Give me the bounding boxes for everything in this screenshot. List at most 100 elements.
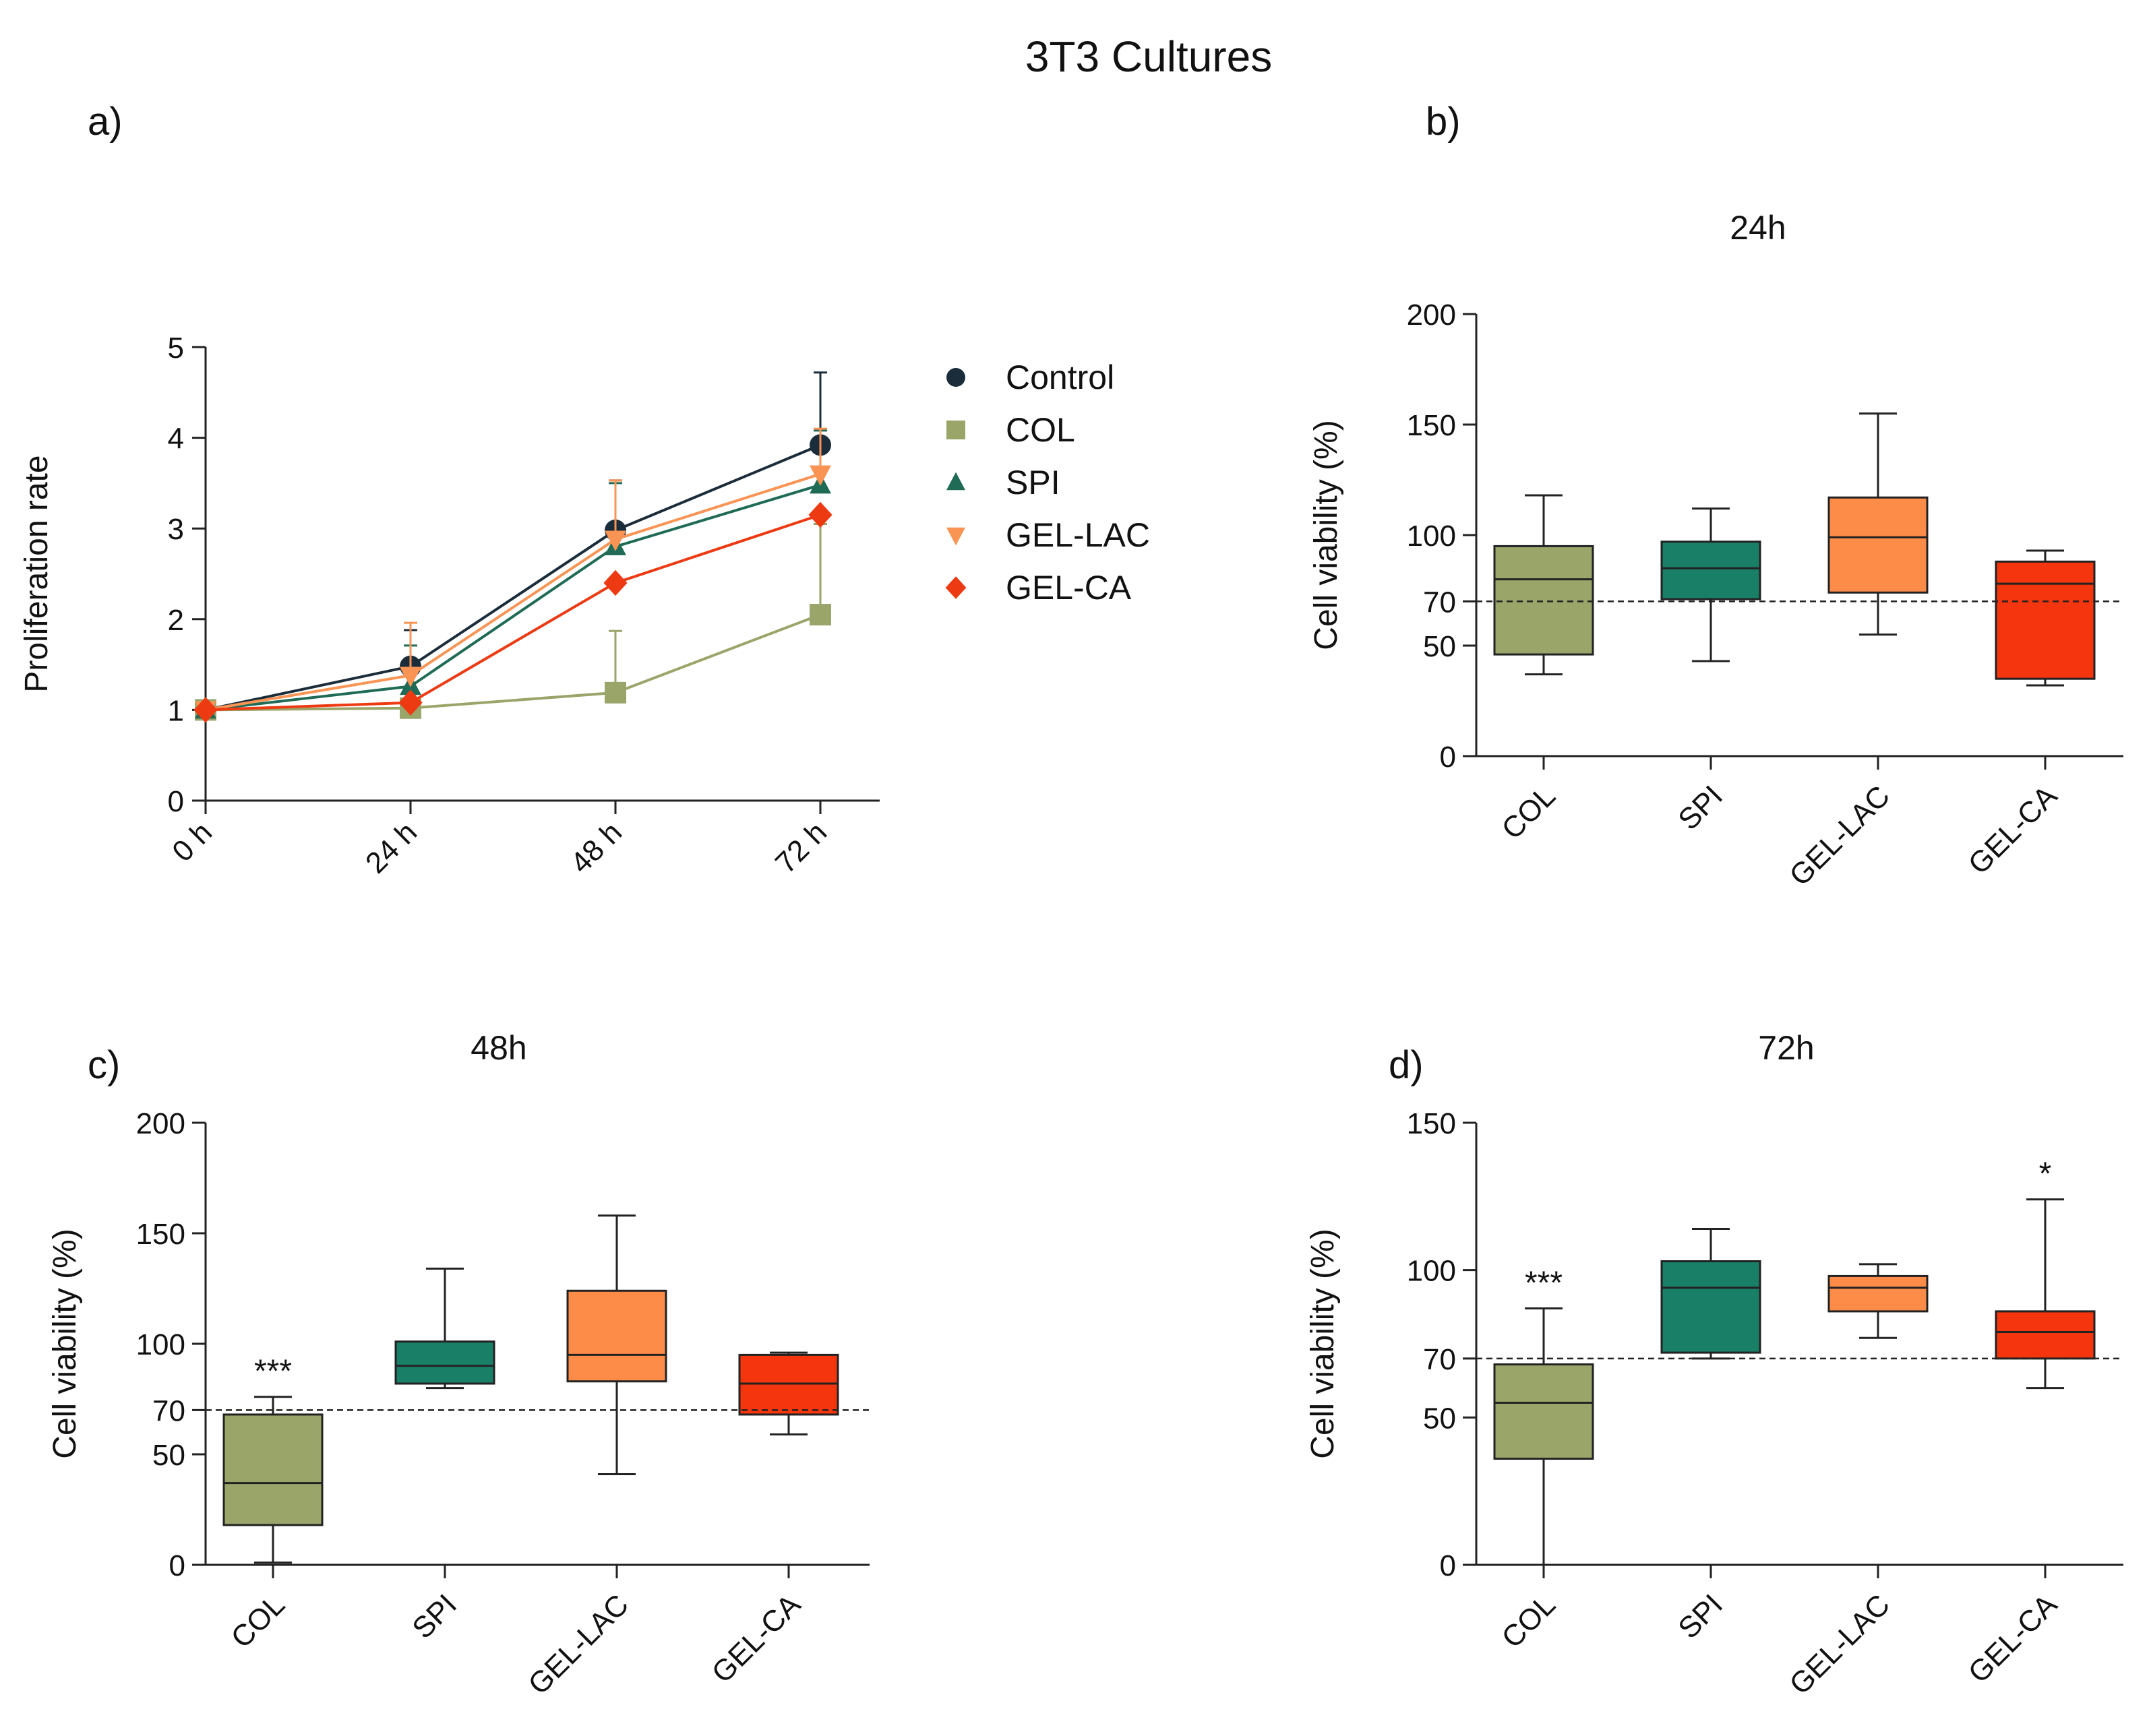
box-body-gel-ca xyxy=(1995,560,2096,680)
point-gel-ca-2 xyxy=(603,569,628,596)
chart-title: 72h xyxy=(1758,1029,1814,1067)
box-spi xyxy=(1660,1227,1761,1360)
viability-72h-box-chart: 72h 0 50 70 100 150 Cell viability (%) *** COL SP… xyxy=(1305,1029,2123,1701)
x-tick-label-spi: SPI xyxy=(406,1588,463,1645)
x-tick-label-48-h: 48 h xyxy=(564,815,628,879)
series-gel-lac xyxy=(195,427,831,722)
point-gel-lac-2 xyxy=(605,530,626,551)
y-tick-label-150: 150 xyxy=(1407,409,1456,442)
legend-label-gel-lac: GEL-LAC xyxy=(1006,516,1150,554)
box-body-gel-lac xyxy=(566,1289,667,1383)
chart-title: 48h xyxy=(471,1029,526,1067)
box-body-spi xyxy=(1660,1260,1761,1354)
figure-title: 3T3 Cultures xyxy=(1025,32,1272,81)
point-gel-ca-3 xyxy=(808,501,833,528)
y-tick-label-50: 50 xyxy=(1423,1402,1456,1435)
y-tick-label-5: 5 xyxy=(168,332,184,365)
series-line-control xyxy=(205,443,821,712)
box-body-col xyxy=(222,1413,324,1526)
series-line-gel-lac xyxy=(205,472,821,712)
box-gel-lac xyxy=(1827,412,1929,636)
series-line-spi xyxy=(205,483,821,712)
box-gel-ca: * xyxy=(1995,1156,2096,1390)
viability-24h-box-chart: 24h 0 50 70 100 150 200 Cell viability (%) COL SP… xyxy=(1308,209,2123,892)
y-tick-label-0: 0 xyxy=(1440,741,1456,774)
x-tick-label-spi: SPI xyxy=(1672,1588,1729,1645)
box-body-gel-lac xyxy=(1827,496,1929,594)
box-body-gel-ca xyxy=(1995,1310,2096,1360)
legend-label-control: Control xyxy=(1006,359,1114,396)
y-axis-title: Proliferation rate xyxy=(19,455,55,692)
box-body-spi xyxy=(1660,540,1761,600)
box-body-gel-ca xyxy=(738,1353,839,1416)
y-tick-label-200: 200 xyxy=(1407,299,1456,332)
y-tick-label-70: 70 xyxy=(1423,586,1456,619)
y-tick-label-200: 200 xyxy=(136,1107,185,1140)
legend-marker-gel-lac xyxy=(946,527,965,546)
y-axis-title: Cell viability (%) xyxy=(1305,1229,1341,1458)
x-tick-label-col: COL xyxy=(224,1588,291,1654)
y-tick-label-70: 70 xyxy=(152,1394,185,1427)
y-tick-label-0: 0 xyxy=(1440,1549,1456,1582)
proliferation-line-chart: 0 1 2 3 4 5 0 h 24 h 48 h 72 h Proliferation rate C… xyxy=(19,332,1150,880)
x-tick-label-gel-lac: GEL-LAC xyxy=(1783,1588,1896,1701)
x-tick-label-gel-ca: GEL-CA xyxy=(1962,1588,2064,1690)
y-tick-label-100: 100 xyxy=(136,1328,185,1361)
box-body-col xyxy=(1493,1363,1594,1460)
legend-marker-control xyxy=(946,368,965,387)
x-tick-label-0-h: 0 h xyxy=(166,815,218,868)
box-spi xyxy=(394,1267,495,1390)
box-body-col xyxy=(1493,545,1594,656)
box-gel-ca xyxy=(738,1351,839,1435)
x-tick-label-gel-ca: GEL-CA xyxy=(1962,779,2064,881)
series-line-col xyxy=(205,613,821,712)
box-body-gel-lac xyxy=(1827,1274,1929,1313)
significance-col: *** xyxy=(254,1354,292,1390)
x-tick-label-spi: SPI xyxy=(1672,779,1729,836)
point-col-3 xyxy=(810,604,831,626)
point-col-2 xyxy=(605,681,626,704)
y-tick-label-1: 1 xyxy=(168,694,184,727)
legend-marker-col xyxy=(946,421,965,439)
legend-label-col: COL xyxy=(1006,411,1075,449)
box-col: *** xyxy=(1493,1266,1594,1566)
box-spi xyxy=(1660,507,1761,662)
box-gel-lac xyxy=(1827,1263,1929,1339)
y-tick-label-70: 70 xyxy=(1423,1343,1456,1376)
x-tick-label-gel-ca: GEL-CA xyxy=(706,1588,808,1690)
legend-marker-spi xyxy=(946,472,965,491)
y-tick-label-0: 0 xyxy=(168,785,184,818)
box-gel-lac xyxy=(566,1214,667,1476)
y-tick-label-100: 100 xyxy=(1407,1255,1456,1288)
x-tick-label-col: COL xyxy=(1495,1588,1562,1654)
series-gel-ca xyxy=(193,501,833,723)
panel-label-a: a) xyxy=(88,100,123,144)
x-tick-label-72-h: 72 h xyxy=(769,815,833,879)
y-axis-title: Cell viability (%) xyxy=(1308,420,1344,650)
box-gel-ca xyxy=(1995,549,2096,687)
box-col xyxy=(1493,494,1594,676)
y-axis-title: Cell viability (%) xyxy=(47,1229,83,1458)
y-tick-label-4: 4 xyxy=(168,423,184,456)
x-tick-label-col: COL xyxy=(1495,779,1562,846)
series-control xyxy=(195,371,831,721)
point-gel-lac-3 xyxy=(810,465,831,487)
chart-title: 24h xyxy=(1730,209,1786,247)
y-tick-label-50: 50 xyxy=(1423,630,1456,663)
y-tick-label-3: 3 xyxy=(168,513,184,546)
point-gel-ca-1 xyxy=(398,689,423,716)
x-tick-label-gel-lac: GEL-LAC xyxy=(522,1588,635,1701)
y-tick-label-2: 2 xyxy=(168,604,184,637)
point-gel-lac-1 xyxy=(400,666,421,687)
significance-col: *** xyxy=(1525,1266,1563,1301)
x-tick-label-gel-lac: GEL-LAC xyxy=(1783,779,1896,892)
y-tick-label-150: 150 xyxy=(1407,1107,1456,1140)
x-tick-label-24-h: 24 h xyxy=(359,815,423,879)
y-tick-label-100: 100 xyxy=(1407,520,1456,553)
panel-label-d: d) xyxy=(1389,1043,1424,1087)
legend: Control COL SPI GEL-LAC GEL-CA xyxy=(945,359,1150,607)
legend-label-spi: SPI xyxy=(1006,464,1060,501)
y-tick-label-50: 50 xyxy=(152,1439,185,1472)
legend-label-gel-ca: GEL-CA xyxy=(1006,569,1132,607)
